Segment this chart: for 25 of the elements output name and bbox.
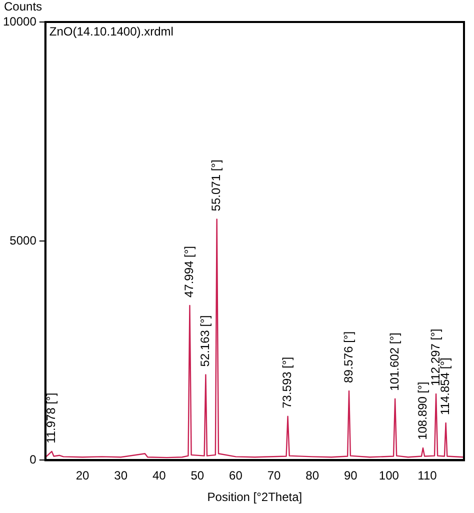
x-tick-label: 60 xyxy=(229,468,243,483)
y-axis-title: Counts xyxy=(4,0,42,14)
x-tick-label: 100 xyxy=(378,468,400,483)
x-tick-label: 90 xyxy=(344,468,358,483)
y-tick-label: 0 xyxy=(30,452,37,467)
annotation: 114.854 [°] xyxy=(438,358,452,415)
annotation: 47.994 [°] xyxy=(182,246,196,298)
x-axis-title: Position [°2Theta] xyxy=(207,490,302,504)
x-tick-label: 80 xyxy=(306,468,320,483)
annotation: 55.071 [°] xyxy=(209,160,224,212)
y-tick-label: 5000 xyxy=(10,233,37,248)
x-tick-label: 70 xyxy=(267,468,282,483)
x-tick-label: 40 xyxy=(152,468,166,483)
annotation: 52.163 [°] xyxy=(198,315,212,367)
x-tick-label: 20 xyxy=(76,468,90,483)
annotation: 11.978 [°] xyxy=(44,392,58,444)
annotation: 108.890 [°] xyxy=(415,382,430,440)
annotation: 89.576 [°] xyxy=(341,331,356,383)
x-tick-label: 50 xyxy=(190,468,204,483)
y-tick-label: 10000 xyxy=(2,14,37,28)
x-tick-label: 110 xyxy=(418,468,438,483)
annotation: 101.602 [°] xyxy=(387,332,402,391)
annotation: 73.593 [°] xyxy=(280,356,294,408)
annotation: ZnO(14.10.1400).xrdml xyxy=(49,24,174,38)
x-tick-label: 30 xyxy=(114,468,128,483)
